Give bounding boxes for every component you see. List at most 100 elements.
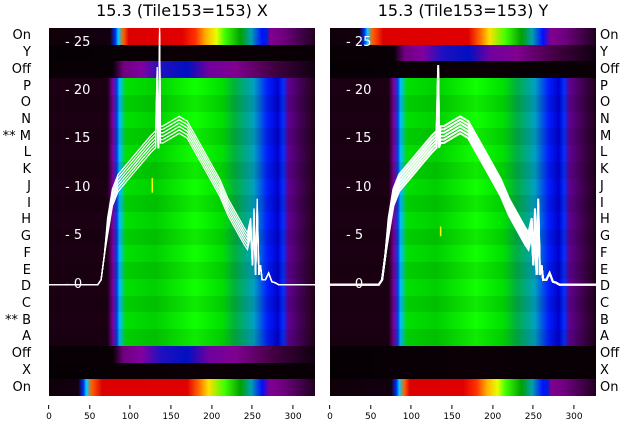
heatmap-row (330, 161, 596, 180)
series-line (49, 28, 315, 286)
row-label: X (600, 362, 609, 378)
profile-lines (330, 64, 596, 286)
row-label: C (21, 296, 31, 311)
row-label: On (12, 379, 31, 395)
row-label: I (27, 195, 31, 211)
heatmap-row (49, 78, 315, 96)
series-line (49, 34, 315, 286)
y-tick-label: - 15 (65, 131, 91, 147)
heatmap-row (330, 111, 596, 129)
profile-lines (49, 28, 315, 286)
heatmap-row (49, 329, 315, 347)
row-label: D (20, 279, 31, 295)
heatmap-row (330, 94, 596, 113)
row-label: Y (23, 45, 31, 61)
row-label: On (600, 379, 619, 395)
row-label: On (12, 28, 31, 44)
heatmap-row (49, 61, 315, 79)
series-line (49, 37, 315, 286)
heatmap-row (49, 44, 315, 62)
row-label: J (27, 178, 31, 194)
x-tick-label: 100 (122, 405, 139, 422)
x-tick-label: 300 (565, 405, 582, 422)
heatmap-x: - 0- 5- 10- 15- 20- 25 (49, 28, 315, 396)
x-tick-label: 150 (162, 405, 179, 422)
row-label: E (600, 262, 609, 278)
row-label: M (600, 128, 612, 144)
x-tick-label: 50 (84, 405, 95, 422)
row-label: Off (600, 61, 620, 77)
row-label: H (21, 212, 31, 228)
x-tick-label: 100 (403, 405, 420, 422)
row-label: N (21, 112, 31, 127)
chart-title: 15.3 (Tile153=153) Y (377, 1, 549, 20)
row-label: E (22, 262, 31, 278)
x-tick-label: 150 (443, 405, 460, 422)
series-line (330, 75, 596, 286)
row-label: Off (11, 61, 31, 77)
series-line (330, 68, 596, 286)
heatmap-row (330, 145, 596, 163)
heatmap-row (49, 379, 315, 396)
heatmap-row (330, 278, 596, 297)
y-tick-label: - 20 (346, 82, 372, 98)
row-label: L (600, 145, 608, 161)
heatmap-row (49, 295, 315, 313)
row-label: D (600, 279, 611, 295)
x-tick-label: 0 (46, 405, 52, 422)
heatmap-row (49, 128, 315, 146)
heatmap-y: - 0- 5- 10- 15- 20- 25 (330, 28, 596, 396)
series-line (330, 64, 596, 286)
series-line (330, 81, 596, 286)
x-tick-label: 50 (365, 405, 376, 422)
row-label: ** B (4, 312, 31, 328)
row-label: K (600, 162, 609, 178)
y-tick-label: - 25 (346, 34, 372, 50)
row-label: On (600, 28, 619, 44)
heatmap-row (49, 111, 315, 129)
row-label: P (600, 78, 608, 94)
series-line (49, 40, 315, 286)
row-label: O (20, 95, 31, 111)
series-line (49, 30, 315, 286)
row-label: Y (600, 45, 608, 61)
row-label: H (600, 212, 610, 228)
heatmap-row (49, 278, 315, 297)
x-tick-label: 200 (203, 405, 220, 422)
heatmap-row (330, 312, 596, 330)
row-label: P (23, 78, 31, 94)
row-label: N (600, 112, 610, 127)
chart-title: 15.3 (Tile153=153) X (96, 1, 268, 20)
heatmap-row (330, 28, 596, 46)
heatmap-row (49, 245, 315, 263)
heatmap-row (330, 262, 596, 280)
row-label: C (600, 296, 610, 311)
row-label: I (600, 195, 604, 211)
row-label: G (600, 229, 611, 245)
x-tick-label: 300 (284, 405, 301, 422)
heatmap-row (330, 128, 596, 146)
row-label: G (20, 229, 31, 245)
row-label: Off (11, 346, 31, 362)
y-tick-label: - 5 (65, 228, 83, 244)
row-label: X (22, 362, 31, 378)
heatmap-row (49, 362, 315, 380)
row-label: A (22, 329, 31, 345)
heatmap-row (49, 28, 315, 46)
row-label: L (23, 145, 31, 161)
heatmap-row (49, 212, 315, 230)
row-label: K (22, 162, 31, 178)
row-label: A (600, 329, 609, 345)
heatmap-row (330, 329, 596, 347)
row-label: F (23, 245, 31, 261)
series-line (49, 44, 315, 286)
series-line (330, 78, 596, 286)
y-tick-label: - 10 (346, 179, 372, 195)
row-label: Off (600, 346, 620, 362)
y-tick-label: - 20 (65, 82, 91, 98)
heatmap-row (330, 345, 596, 364)
row-label: F (600, 245, 608, 261)
heatmap-row (330, 295, 596, 313)
series-line (330, 71, 596, 286)
heatmap-row (49, 94, 315, 113)
